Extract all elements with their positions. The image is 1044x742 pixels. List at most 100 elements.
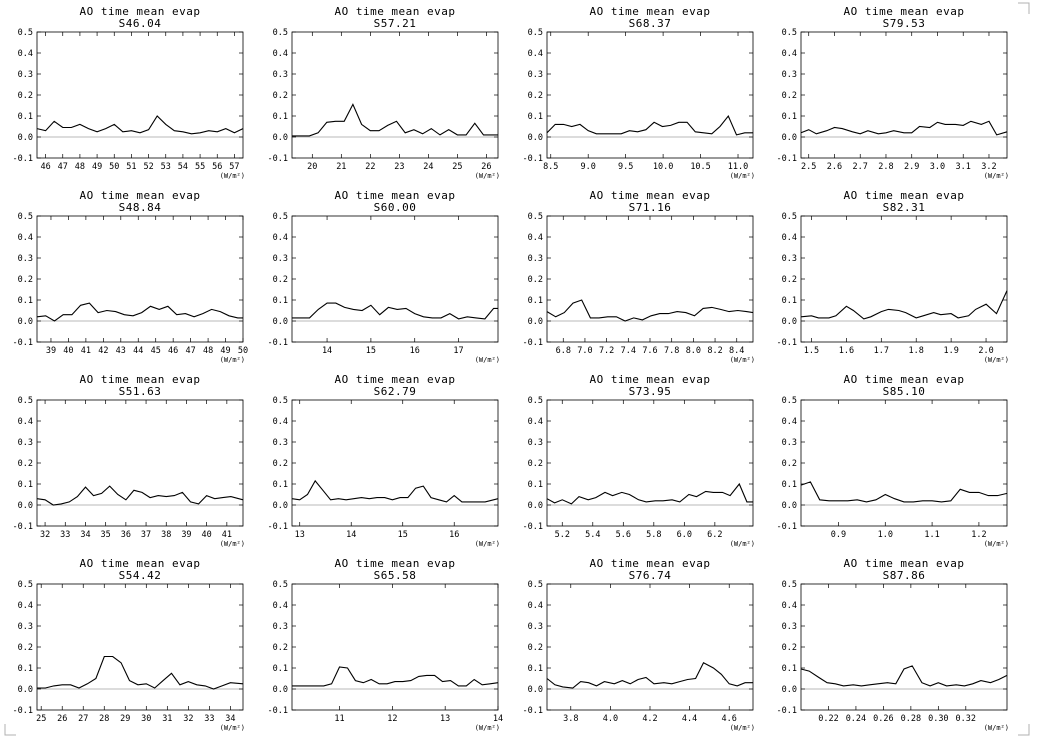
plot-frame — [800, 399, 1008, 527]
x-tick-label: 0.26 — [873, 714, 893, 724]
panel-subtitle: S71.16 — [629, 201, 672, 214]
x-tick-label: 57 — [229, 162, 239, 172]
y-tick-label: 0.4 — [782, 233, 797, 243]
data-series-line — [800, 481, 1008, 503]
panel-subtitle: S51.63 — [119, 385, 162, 398]
x-tick-label: 49 — [92, 162, 102, 172]
y-tick-label: -0.1 — [268, 522, 288, 532]
y-tick-label: -0.1 — [523, 154, 543, 164]
y-tick-label: 0.3 — [18, 70, 33, 80]
x-unit-label: (W/m²) — [475, 172, 500, 180]
x-tick-label: 39 — [46, 346, 56, 356]
y-tick-label: 0.2 — [782, 643, 797, 653]
y-tick-label: 0.3 — [18, 622, 33, 632]
y-tick-label: 0.1 — [782, 112, 797, 122]
panel-title: AO time mean evap — [843, 373, 964, 386]
x-tick-label: 26 — [481, 162, 491, 172]
plot-frame — [800, 31, 1008, 159]
x-tick-label: 16 — [449, 530, 459, 540]
y-tick-label: -0.1 — [777, 154, 797, 164]
panel-title: AO time mean evap — [843, 5, 964, 18]
x-tick-label: 1.9 — [943, 346, 958, 356]
x-tick-label: 29 — [120, 714, 130, 724]
x-tick-label: 2.7 — [853, 162, 868, 172]
x-tick-label: 7.4 — [621, 346, 636, 356]
y-tick-label: 0.5 — [18, 396, 33, 406]
panel-subtitle: S57.21 — [374, 17, 417, 30]
panel-subtitle: S46.04 — [119, 17, 162, 30]
x-tick-label: 0.24 — [846, 714, 866, 724]
x-tick-label: 16 — [410, 346, 420, 356]
panel-subtitle: S82.31 — [883, 201, 926, 214]
y-tick-label: -0.1 — [777, 522, 797, 532]
x-tick-label: 14 — [493, 714, 503, 724]
y-tick-label: 0.0 — [528, 685, 543, 695]
x-tick-label: 8.4 — [729, 346, 744, 356]
y-tick-label: 0.5 — [18, 28, 33, 38]
x-unit-label: (W/m²) — [475, 724, 500, 732]
x-tick-label: 4.2 — [642, 714, 657, 724]
y-tick-label: -0.1 — [13, 706, 33, 716]
plot-frame — [546, 399, 754, 527]
x-tick-label: 8.0 — [686, 346, 701, 356]
x-tick-label: 2.5 — [801, 162, 816, 172]
y-tick-label: 0.0 — [273, 501, 288, 511]
x-tick-label: 2.9 — [904, 162, 919, 172]
x-unit-label: (W/m²) — [984, 724, 1009, 732]
x-tick-label: 25 — [452, 162, 462, 172]
y-tick-label: 0.1 — [782, 480, 797, 490]
y-tick-label: 0.3 — [528, 438, 543, 448]
y-tick-label: 0.4 — [273, 49, 288, 59]
x-tick-label: 7.6 — [642, 346, 657, 356]
x-tick-label: 10.5 — [690, 162, 710, 172]
y-tick-label: 0.5 — [782, 28, 797, 38]
x-tick-label: 28 — [99, 714, 109, 724]
x-tick-label: 47 — [186, 346, 196, 356]
x-tick-label: 33 — [60, 530, 70, 540]
y-tick-label: 0.2 — [782, 459, 797, 469]
x-tick-label: 2.8 — [878, 162, 893, 172]
x-tick-label: 7.8 — [664, 346, 679, 356]
data-series-line — [546, 482, 753, 505]
y-tick-label: 0.3 — [782, 254, 797, 264]
x-tick-label: 21 — [336, 162, 346, 172]
panel-subtitle: S65.58 — [374, 569, 417, 582]
y-tick-label: 0.0 — [273, 317, 288, 327]
panel-subtitle: S60.00 — [374, 201, 417, 214]
y-tick-label: 0.0 — [782, 317, 797, 327]
panel-title: AO time mean evap — [334, 373, 455, 386]
y-tick-label: -0.1 — [523, 522, 543, 532]
x-tick-label: 20 — [307, 162, 317, 172]
x-tick-label: 56 — [212, 162, 222, 172]
y-tick-label: 0.1 — [273, 664, 288, 674]
x-tick-label: 53 — [161, 162, 171, 172]
y-tick-label: 0.1 — [273, 112, 288, 122]
y-tick-label: -0.1 — [268, 706, 288, 716]
x-tick-label: 14 — [322, 346, 332, 356]
data-series-line — [36, 302, 243, 322]
panel-subtitle: S73.95 — [629, 385, 672, 398]
panel-title: AO time mean evap — [334, 557, 455, 570]
x-unit-label: (W/m²) — [220, 724, 245, 732]
x-tick-label: 3.1 — [956, 162, 971, 172]
y-tick-label: -0.1 — [268, 154, 288, 164]
y-tick-label: 0.4 — [18, 233, 33, 243]
x-unit-label: (W/m²) — [984, 172, 1009, 180]
y-tick-label: 0.5 — [273, 396, 288, 406]
x-tick-label: 11.0 — [728, 162, 748, 172]
y-tick-label: 0.0 — [273, 685, 288, 695]
panel-subtitle: S48.84 — [119, 201, 162, 214]
y-tick-label: 0.1 — [273, 296, 288, 306]
x-unit-label: (W/m²) — [730, 540, 755, 548]
y-tick-label: 0.0 — [528, 317, 543, 327]
data-series-line — [36, 485, 244, 506]
panel-title: AO time mean evap — [589, 189, 710, 202]
